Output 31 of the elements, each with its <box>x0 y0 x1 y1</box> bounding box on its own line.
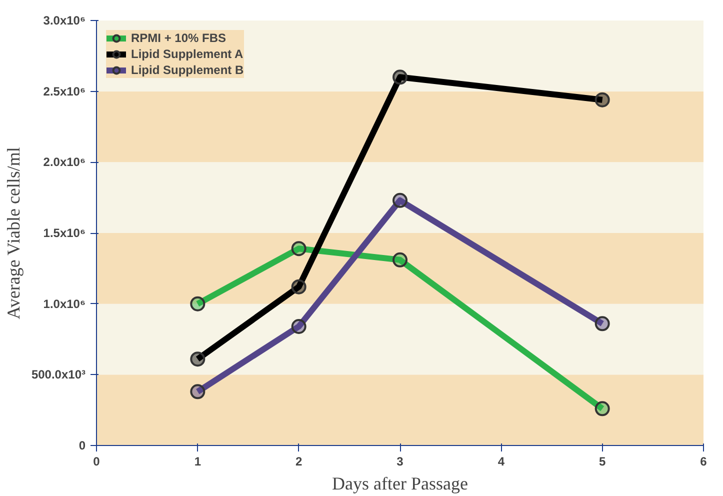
x-tick-label: 0 <box>93 454 100 468</box>
x-tick-label: 6 <box>700 454 708 468</box>
x-tick-label: 4 <box>498 454 505 468</box>
y-tick-label: 2.0x10⁶ <box>43 155 86 170</box>
y-tick-label: 3.0x10⁶ <box>43 14 86 28</box>
legend-label: Lipid Supplement B <box>131 62 244 78</box>
point <box>392 192 408 208</box>
point <box>594 401 610 416</box>
point <box>594 316 610 332</box>
y-tick-label: 1.5x10⁶ <box>43 226 86 240</box>
point <box>392 70 408 85</box>
x-tick-label: 2 <box>295 454 302 468</box>
point <box>291 319 306 334</box>
x-axis-title: Days after Passage <box>332 474 468 494</box>
x-tick-label: 3 <box>396 454 404 468</box>
point <box>291 241 306 256</box>
point <box>291 279 306 294</box>
point <box>190 352 206 367</box>
x-tick-label: 1 <box>194 454 202 468</box>
y-tick-label: 2.5x10⁶ <box>43 84 86 98</box>
legend-label: RPMI + 10% FBS <box>131 30 226 46</box>
point <box>392 252 408 268</box>
point <box>594 92 610 108</box>
x-tick-label: 5 <box>598 454 606 468</box>
legend-label: Lipid Supplement A <box>131 46 244 62</box>
y-tick-label: 500.0x10³ <box>31 368 86 382</box>
point <box>190 384 206 400</box>
y-axis-title: Average Viable cells/ml <box>3 147 24 320</box>
y-tick-label: 0 <box>78 438 86 452</box>
point <box>190 296 206 312</box>
y-tick-label: 1.0x10⁶ <box>43 296 86 311</box>
